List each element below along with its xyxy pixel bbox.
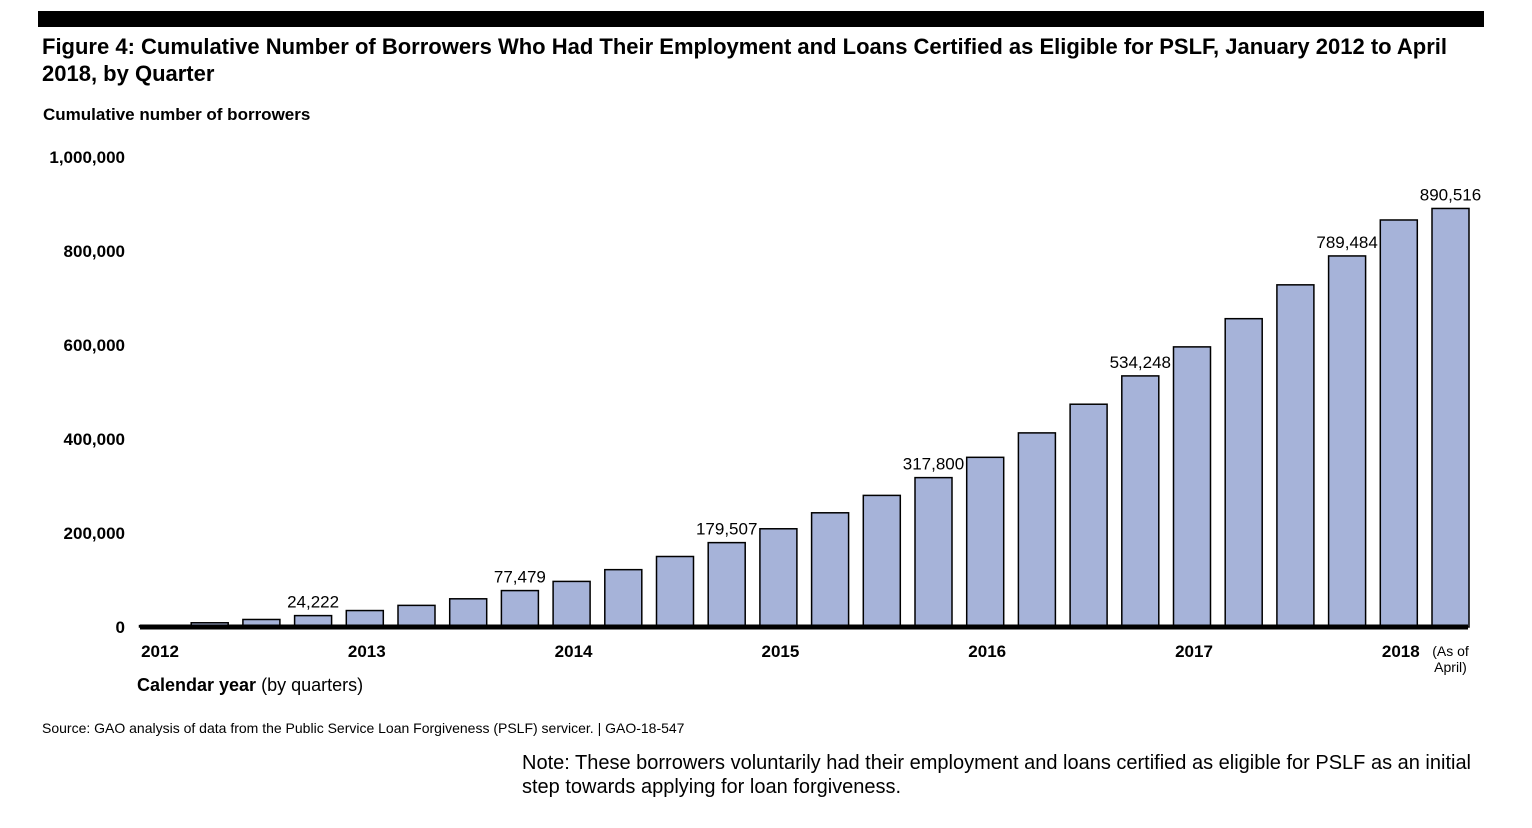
x-tick-label: 2014 [555, 642, 593, 661]
bar [500, 589, 540, 628]
bar [604, 568, 643, 628]
bar [1224, 317, 1263, 628]
y-tick-label: 0 [116, 618, 125, 637]
data-label: 534,248 [1110, 353, 1171, 372]
y-axis-title: Cumulative number of borrowers [43, 105, 311, 124]
data-label: 789,484 [1316, 233, 1377, 252]
y-tick-label: 1,000,000 [49, 148, 125, 167]
x-note-line: (As of [1432, 643, 1469, 659]
bar [552, 580, 591, 628]
y-tick-label: 800,000 [64, 242, 125, 261]
bar [914, 476, 953, 628]
x-axis-title: Calendar year (by quarters) [137, 675, 363, 696]
y-tick-label: 600,000 [64, 336, 125, 355]
figure-title: Figure 4: Cumulative Number of Borrowers… [42, 34, 1447, 86]
y-axis-ticks: 0 200,000 400,000 600,000 800,000 1,000,000 [49, 148, 125, 637]
bar [397, 604, 436, 628]
bar [1276, 284, 1315, 628]
bar [1172, 346, 1212, 628]
bar [1431, 207, 1470, 628]
bar [759, 528, 798, 628]
x-tick-label: 2012 [141, 642, 179, 661]
bar [655, 555, 695, 628]
bar [1327, 255, 1367, 628]
source-line: Source: GAO analysis of data from the Pu… [42, 720, 685, 736]
bars [138, 207, 1470, 628]
x-tick-label: 2018 [1382, 642, 1420, 661]
x-axis-year-labels: 2012 2013 2014 2015 2016 2017 2018 [141, 642, 1420, 661]
x-tick-label: 2013 [348, 642, 386, 661]
bar [1017, 432, 1057, 628]
x-tick-label: 2017 [1175, 642, 1213, 661]
data-label: 890,516 [1420, 185, 1481, 204]
figure-note: Note: These borrowers voluntarily had th… [522, 752, 1472, 798]
data-label: 317,800 [903, 455, 964, 474]
y-tick-label: 400,000 [64, 430, 125, 449]
x-tick-label: 2016 [968, 642, 1006, 661]
bar [810, 512, 850, 628]
data-label: 77,479 [494, 568, 546, 587]
y-tick-label: 200,000 [64, 524, 125, 543]
bar [1069, 403, 1108, 628]
header-rule [38, 11, 1484, 27]
data-labels: 24,222 77,479 179,507 317,800 534,248 789,484… [287, 185, 1481, 611]
bar [965, 456, 1005, 628]
bar [1379, 219, 1419, 628]
bar [1121, 375, 1160, 628]
bar [707, 541, 746, 628]
data-label: 179,507 [696, 520, 757, 539]
x-axis-title-rest: (by quarters) [256, 675, 364, 695]
x-axis-title-bold: Calendar year [137, 675, 257, 695]
bar [448, 598, 488, 628]
data-label: 24,222 [287, 593, 339, 612]
bar [862, 494, 902, 628]
x-tick-label: 2015 [761, 642, 799, 661]
x-note-line: April) [1434, 659, 1467, 675]
